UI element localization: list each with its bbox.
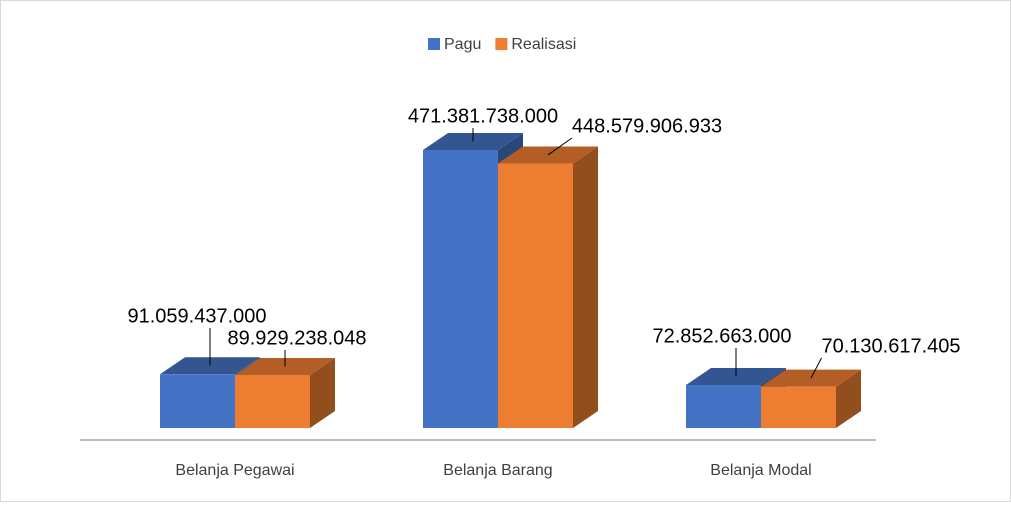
bar bbox=[686, 385, 761, 428]
bar bbox=[160, 374, 235, 428]
legend-swatch bbox=[428, 38, 440, 50]
data-label: 70.130.617.405 bbox=[821, 335, 960, 357]
x-tick-label: Belanja Modal bbox=[710, 462, 811, 479]
data-label: 89.929.238.048 bbox=[227, 327, 366, 349]
data-label: 91.059.437.000 bbox=[127, 305, 266, 327]
legend-label: Realisasi bbox=[511, 36, 576, 53]
data-label: 448.579.906.933 bbox=[572, 115, 722, 137]
leader-line bbox=[810, 357, 822, 379]
x-tick-label: Belanja Pegawai bbox=[175, 462, 294, 479]
leader-line bbox=[547, 137, 573, 156]
data-label: 72.852.663.000 bbox=[652, 325, 791, 347]
bar bbox=[423, 150, 498, 428]
legend-label: Pagu bbox=[444, 36, 481, 53]
data-label: 471.381.738.000 bbox=[408, 105, 558, 127]
bar-side bbox=[573, 146, 598, 428]
bar bbox=[498, 163, 573, 428]
bar bbox=[761, 386, 836, 428]
x-tick-label: Belanja Barang bbox=[443, 462, 552, 479]
bar bbox=[235, 374, 310, 428]
legend-swatch bbox=[495, 38, 508, 50]
bar-side bbox=[310, 357, 335, 428]
bar-side bbox=[836, 369, 861, 428]
